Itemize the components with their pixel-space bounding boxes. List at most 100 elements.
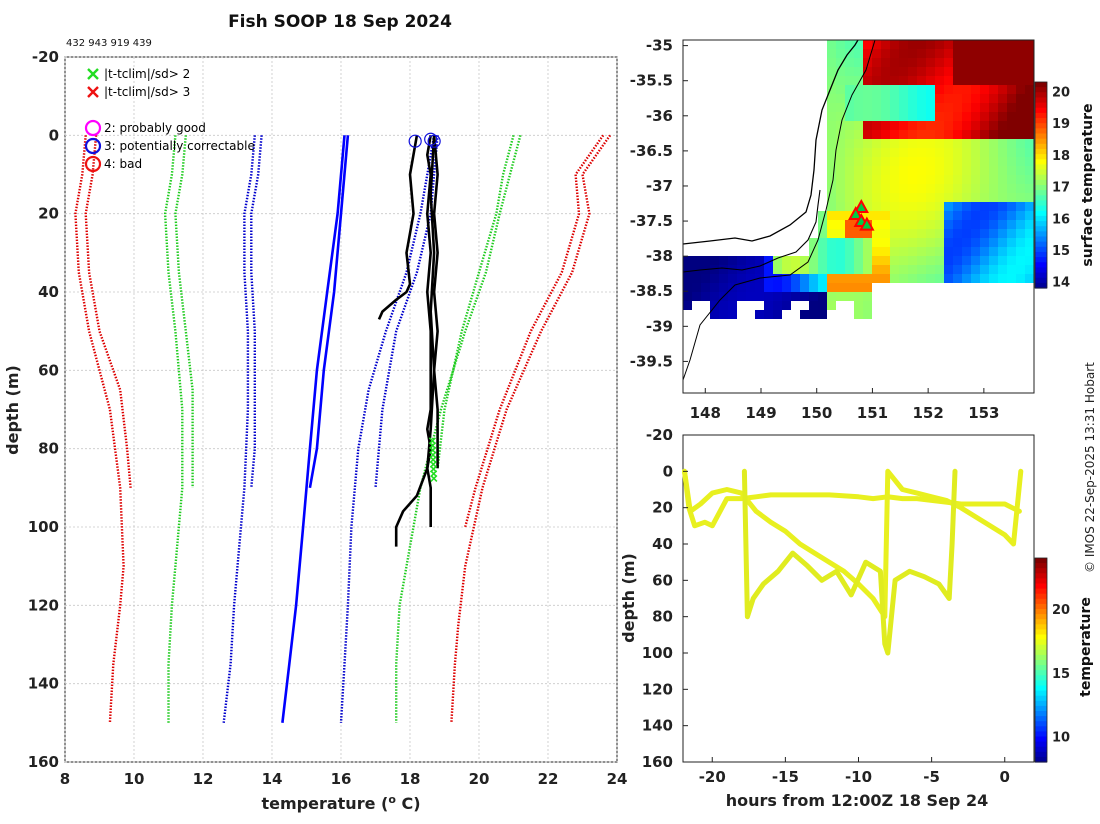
sst-pixel <box>827 40 836 49</box>
climatology-line <box>395 134 522 723</box>
sst-pixel <box>1016 202 1025 211</box>
sst-pixel <box>890 193 899 202</box>
sst-pixel <box>719 256 728 265</box>
sst-pixel <box>809 265 818 274</box>
sst-pixel <box>881 184 890 193</box>
sst-pixel <box>935 130 944 139</box>
dt-y-tick-label: 20 <box>652 499 673 517</box>
y-tick-label: -20 <box>32 48 59 66</box>
colorbar-segment <box>1035 87 1047 93</box>
sst-pixel <box>872 49 881 58</box>
sst-pixel <box>872 193 881 202</box>
sst-pixel <box>944 139 953 148</box>
sst-pixel <box>854 310 863 319</box>
y-tick-label: 40 <box>38 283 59 301</box>
sst-pixel <box>836 130 845 139</box>
surface-temperature-colorbar: 14 15 16 17 18 19 20 <box>1034 81 1070 291</box>
sst-pixel <box>854 157 863 166</box>
sst-pixel <box>971 58 980 67</box>
sst-pixel <box>908 220 917 229</box>
sst-pixel <box>1016 211 1025 220</box>
sst-pixel <box>710 265 719 274</box>
depth-time-x-axis-label: hours from 12:00Z 18 Sep 24 <box>726 791 988 810</box>
sst-pixel <box>989 148 998 157</box>
sst-pixel <box>980 130 989 139</box>
colorbar-segment <box>1035 568 1047 574</box>
sst-pixel <box>926 202 935 211</box>
sst-pixel <box>1016 148 1025 157</box>
colorbar-segment <box>1035 185 1047 191</box>
sst-pixel <box>1007 184 1016 193</box>
sst-pixel <box>872 238 881 247</box>
sst-pixel <box>1007 274 1016 283</box>
sst-pixel <box>989 202 998 211</box>
sst-pixel <box>962 265 971 274</box>
sst-pixel <box>926 256 935 265</box>
sst-pixel <box>953 202 962 211</box>
sst-pixel <box>755 265 764 274</box>
profile-tick-labels: 8 10 12 14 16 18 20 22 24 -20 0 20 40 60 80 100 120 140 16… <box>28 48 628 788</box>
sst-pixel <box>1016 184 1025 193</box>
sst-pixel <box>845 58 854 67</box>
sst-pixel <box>1025 202 1034 211</box>
sst-pixel <box>818 247 827 256</box>
sst-pixel <box>854 112 863 121</box>
sst-pixel <box>908 58 917 67</box>
sst-pixel <box>917 193 926 202</box>
sst-pixel <box>998 40 1007 49</box>
sst-pixel <box>998 166 1007 175</box>
sst-pixel <box>935 238 944 247</box>
sst-pixel <box>989 220 998 229</box>
colorbar-tick-label: 16 <box>1052 212 1070 227</box>
sst-pixel <box>872 148 881 157</box>
sst-pixel <box>1025 139 1034 148</box>
sst-pixel <box>989 157 998 166</box>
sst-pixel <box>953 85 962 94</box>
dt-y-tick-label: -20 <box>646 426 673 444</box>
sst-pixel <box>980 274 989 283</box>
sst-pixel <box>863 301 872 310</box>
sst-pixel <box>827 67 836 76</box>
sst-pixel <box>926 148 935 157</box>
sst-pixel <box>845 103 854 112</box>
sst-pixel <box>854 292 863 301</box>
sst-pixel <box>809 310 818 319</box>
sst-pixel <box>719 283 728 292</box>
sst-pixel <box>935 67 944 76</box>
colorbar-segment <box>1035 756 1047 763</box>
sst-pixel <box>872 121 881 130</box>
sst-pixel <box>845 40 854 49</box>
colorbar-segment <box>1035 649 1047 656</box>
sst-pixel <box>953 229 962 238</box>
sst-pixel <box>890 184 899 193</box>
sst-pixel <box>863 184 872 193</box>
sst-pixel <box>863 202 872 211</box>
sst-pixel <box>989 121 998 130</box>
temperature-colorbar: 10 15 20 <box>1034 557 1070 763</box>
climatology-line <box>250 135 263 488</box>
sst-pixel <box>917 148 926 157</box>
sst-pixel <box>854 184 863 193</box>
colorbar-segment <box>1035 215 1047 222</box>
sst-pixel <box>764 274 773 283</box>
sst-pixel <box>890 103 899 112</box>
sst-pixel <box>908 238 917 247</box>
sst-pixel <box>845 202 854 211</box>
sst-pixel <box>980 166 989 175</box>
sst-pixel <box>998 229 1007 238</box>
sst-pixel <box>890 265 899 274</box>
sst-pixel <box>881 67 890 76</box>
sst-pixel <box>971 67 980 76</box>
sst-pixel <box>800 310 809 319</box>
sst-pixel <box>827 130 836 139</box>
sst-pixel <box>1007 157 1016 166</box>
colorbar-segment <box>1035 148 1047 155</box>
sst-pixel <box>926 76 935 85</box>
sst-pixel <box>1025 112 1034 121</box>
sst-pixel <box>944 274 953 283</box>
sst-pixel <box>935 265 944 274</box>
sst-pixel <box>881 211 890 220</box>
surface-temperature-map: 148 149 150 151 152 153 -35 -35.5 -36 -36.5 -37 -37… <box>630 37 1096 422</box>
sst-pixel <box>836 265 845 274</box>
sst-pixel <box>836 184 845 193</box>
